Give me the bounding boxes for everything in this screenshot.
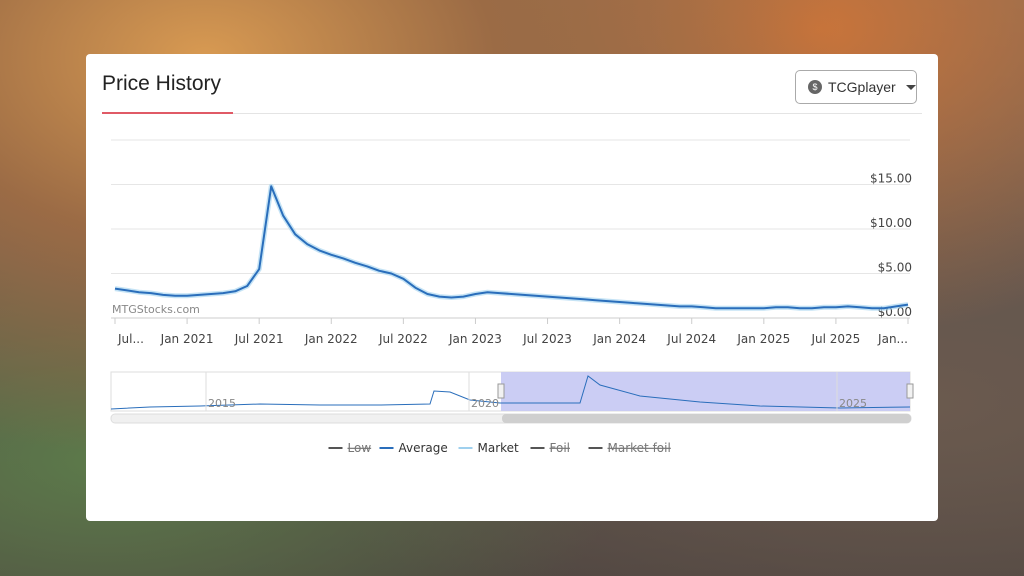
divider (102, 113, 922, 114)
x-tick-label: Jul 2023 (522, 332, 572, 346)
legend-label: Average (399, 441, 448, 455)
legend-label: Low (348, 441, 372, 455)
x-tick-label: Jan 2021 (160, 332, 214, 346)
x-tick-label: Jan 2024 (592, 332, 646, 346)
x-tick-label: Jan 2023 (448, 332, 502, 346)
y-tick-label: $5.00 (878, 261, 912, 275)
legend-label: Foil (550, 441, 570, 455)
x-tick-label: Jan 2022 (304, 332, 358, 346)
line-halo (114, 183, 909, 311)
x-tick-label: Jan 2025 (736, 332, 790, 346)
navigator-label: 2020 (471, 397, 499, 410)
navigator-handle[interactable] (497, 383, 505, 399)
title: Price History (102, 72, 222, 95)
scrollbar-thumb[interactable] (502, 414, 911, 423)
caret (905, 84, 916, 90)
navigator-line (110, 375, 911, 410)
x-tick-label: Jul 2021 (234, 332, 284, 346)
x-tick-label: Jul... (117, 332, 144, 346)
card: Price History $ TCGplayer (86, 54, 938, 521)
x-tick-label: Jul 2025 (810, 332, 860, 346)
navigator-handle[interactable] (906, 383, 914, 399)
y-tick-label: $10.00 (870, 216, 912, 230)
x-tick-label: Jan... (877, 332, 908, 346)
price-line (114, 185, 909, 310)
source-label: TCGplayer (828, 79, 896, 95)
legend-item[interactable]: Foil (530, 441, 570, 455)
legend-item[interactable]: Low (328, 441, 372, 455)
y-tick-label: $15.00 (870, 172, 912, 186)
legend-item[interactable]: Market foil (588, 441, 671, 455)
source-icon: $ (808, 80, 822, 94)
legend-label: Market (478, 441, 520, 455)
navigator-selection[interactable] (501, 372, 910, 411)
legend-item[interactable]: Average (379, 441, 448, 455)
navigator-label: 2015 (208, 397, 236, 410)
x-tick-label: Jul 2022 (378, 332, 428, 346)
navigator-label: 2025 (839, 397, 867, 410)
legend-item[interactable]: Market (458, 441, 520, 455)
source-dropdown[interactable]: $ TCGplayer (795, 70, 917, 104)
x-tick-label: Jul 2024 (666, 332, 716, 346)
title-underline (102, 112, 233, 114)
watermark: MTGStocks.com (112, 303, 200, 316)
legend-label: Market foil (608, 441, 671, 455)
